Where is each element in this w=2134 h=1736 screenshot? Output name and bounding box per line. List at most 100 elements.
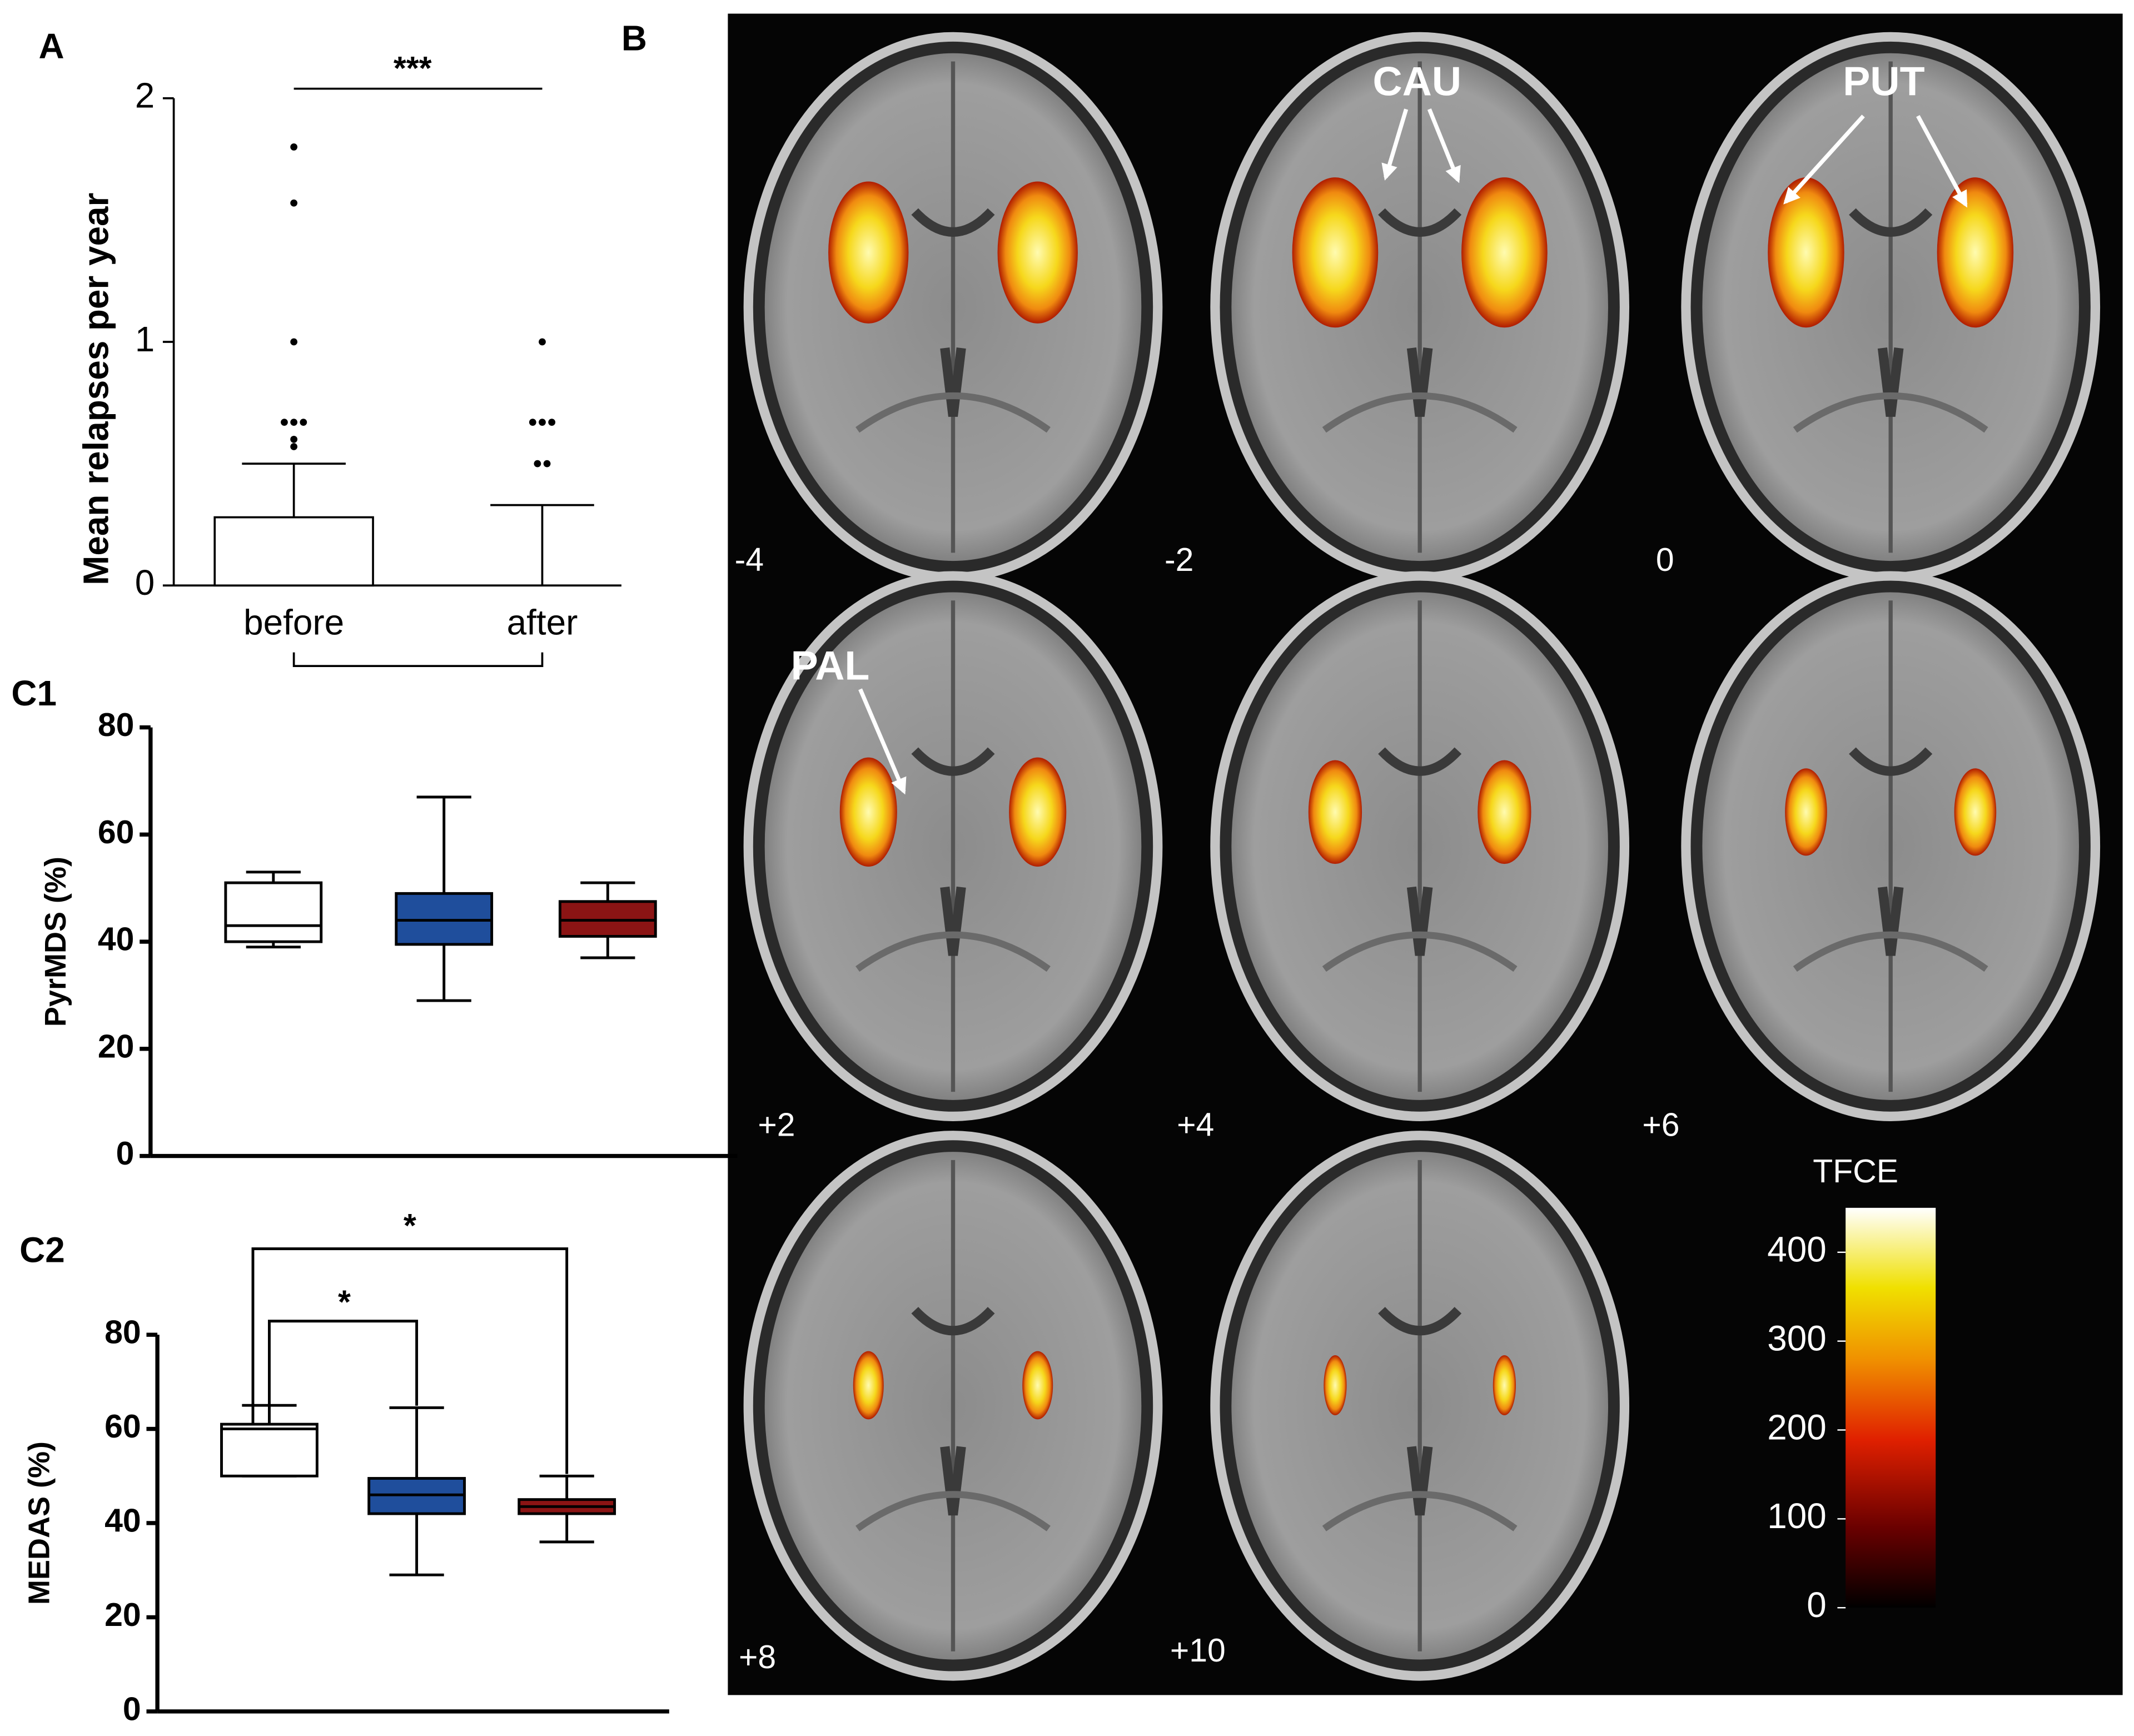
error-bar [490, 504, 594, 586]
whisker [389, 1514, 444, 1576]
activation [1022, 1351, 1053, 1420]
cerebellum-edge [1793, 931, 1988, 972]
panel-label: A [39, 26, 64, 66]
cerebellum-edge [1793, 392, 1988, 433]
activation [1324, 1355, 1347, 1416]
activation [1478, 760, 1531, 864]
significance-label: *** [394, 51, 432, 87]
ventricle [1378, 208, 1462, 417]
colorbar-tick-label: 100 [1767, 1496, 1827, 1536]
y-tick-label: 0 [123, 1691, 141, 1727]
colorbar-tick-label: 400 [1767, 1230, 1827, 1270]
brain-slices [743, 32, 2101, 1681]
slice-label: +2 [758, 1107, 795, 1143]
activation [997, 181, 1078, 324]
cerebellum-edge [1322, 931, 1518, 972]
whisker [539, 1514, 594, 1544]
colorbar-tick-label: 300 [1767, 1318, 1827, 1358]
slice-label: +8 [739, 1639, 776, 1675]
y-tick-label: 80 [105, 1315, 141, 1351]
region-label: CAU [1372, 58, 1461, 105]
activation [828, 181, 909, 324]
activation [1493, 1355, 1516, 1416]
panel-label: C1 [11, 673, 57, 713]
data-point [548, 419, 556, 426]
whisker [242, 1404, 297, 1425]
cerebellum-edge [1322, 392, 1518, 433]
whisker [580, 936, 635, 959]
activation [1937, 177, 2014, 328]
slice-label: 0 [1656, 542, 1674, 578]
y-axis-label: MEDAS (%) [23, 1441, 56, 1605]
colorbar-label: TFCE [1813, 1153, 1898, 1190]
whisker [539, 1474, 594, 1500]
ventricle [911, 208, 995, 417]
bracket [292, 652, 544, 667]
y-tick-label: 0 [116, 1136, 135, 1172]
activation [1785, 768, 1827, 856]
box [224, 881, 323, 943]
data-point [290, 338, 298, 346]
slice-label: +10 [1170, 1633, 1226, 1669]
data-point [300, 419, 307, 426]
activation [1461, 177, 1548, 328]
activation [1308, 760, 1362, 864]
colorbar [1846, 1207, 1936, 1608]
whisker [580, 881, 635, 902]
y-tick-label: 20 [105, 1597, 141, 1633]
activation [1768, 177, 1844, 328]
whisker [389, 1406, 444, 1479]
data-point [290, 443, 298, 450]
error-bar [242, 462, 346, 518]
cerebellum-edge [1322, 1491, 1518, 1531]
y-tick-label: 60 [98, 814, 135, 850]
bar [213, 516, 374, 587]
x-tick-label: before [243, 602, 344, 642]
significance-bracket [267, 1320, 419, 1406]
data-point [543, 460, 551, 467]
y-tick-label: 2 [135, 76, 155, 116]
region-label: PUT [1843, 58, 1924, 105]
activation [1292, 177, 1379, 328]
significance-bracket [251, 1247, 569, 1474]
significance-label: * [338, 1285, 351, 1321]
y-axis-label: PyrMDS (%) [39, 857, 72, 1027]
data-point [539, 419, 546, 426]
cerebellum-edge [855, 392, 1051, 433]
ventricle [1378, 1307, 1462, 1516]
ventricle [1849, 747, 1933, 956]
data-point [290, 419, 298, 426]
whisker [416, 795, 471, 894]
data-point [290, 199, 298, 207]
activation [1954, 768, 1997, 856]
data-point [534, 460, 541, 467]
slice-label: -2 [1165, 542, 1193, 578]
activation [839, 757, 897, 867]
y-tick-label: 1 [135, 319, 155, 359]
x-tick-label: after [507, 602, 578, 642]
panel-label: B [621, 18, 647, 58]
whisker [416, 944, 471, 1002]
significance-label: * [404, 1208, 416, 1244]
y-tick-label: 20 [98, 1028, 135, 1065]
ventricle [911, 747, 995, 956]
y-tick-label: 60 [105, 1409, 141, 1445]
ventricle [911, 1307, 995, 1516]
panel-label: C2 [19, 1230, 65, 1270]
data-point [539, 338, 546, 346]
ventricle [1849, 208, 1933, 417]
activation [853, 1351, 884, 1420]
data-point [290, 435, 298, 443]
y-tick-label: 40 [98, 922, 135, 958]
slice-label: +6 [1642, 1107, 1679, 1143]
cerebellum-edge [855, 931, 1051, 972]
region-label: PAL [791, 642, 870, 688]
data-point [290, 143, 298, 151]
activation [1009, 757, 1067, 867]
colorbar-tick-label: 0 [1807, 1585, 1827, 1625]
y-tick-label: 40 [105, 1503, 141, 1539]
y-tick-label: 80 [98, 707, 135, 743]
arrows [858, 108, 1968, 795]
box [220, 1422, 319, 1478]
